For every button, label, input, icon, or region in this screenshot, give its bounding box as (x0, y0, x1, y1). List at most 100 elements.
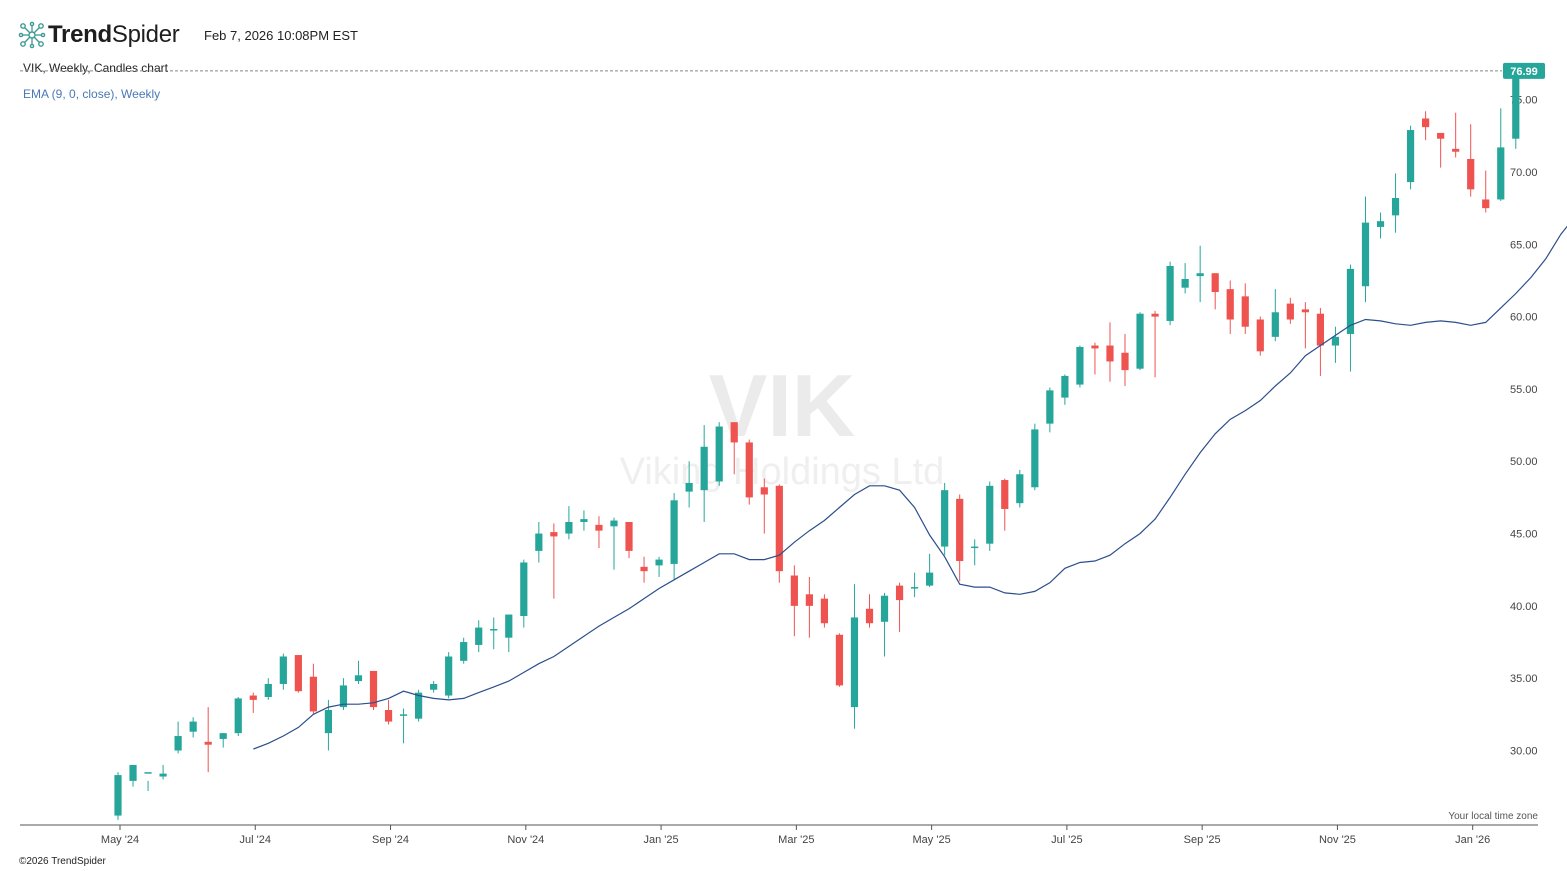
candle-body (204, 741, 212, 745)
candle (460, 637, 468, 664)
candle-body (865, 608, 874, 624)
last-price-value: 76.99 (1510, 66, 1538, 78)
candle-body (941, 490, 949, 547)
candle (760, 478, 768, 534)
candle (971, 539, 979, 566)
candle-body (1512, 70, 1520, 139)
y-tick-label: 50.00 (1510, 456, 1538, 468)
candle (1091, 342, 1099, 375)
x-tick-label: Nov '24 (507, 834, 544, 846)
candle (1391, 173, 1400, 233)
y-tick-label: 45.00 (1510, 529, 1538, 541)
candle (505, 614, 513, 653)
candle-body (1241, 296, 1249, 327)
x-tick-label: Jan '25 (644, 834, 679, 846)
candle-body (1091, 345, 1099, 349)
candle (1196, 245, 1204, 303)
candle (715, 422, 723, 486)
symbol-watermark: VIK Viking Holdings Ltd (620, 356, 945, 493)
candle-body (1181, 279, 1189, 288)
candle-body (1046, 390, 1054, 424)
candle (850, 584, 859, 729)
candle (324, 699, 333, 751)
x-tick-label: May '24 (101, 834, 139, 846)
candle (430, 681, 438, 693)
candle-body (1422, 118, 1430, 128)
y-tick-label: 35.00 (1510, 673, 1538, 685)
candle-body (956, 498, 964, 562)
candle-body (700, 446, 708, 491)
candle (941, 482, 949, 556)
candle-body (1391, 198, 1400, 216)
candle-body (324, 710, 333, 734)
candle-body (1437, 132, 1445, 139)
candle (1001, 478, 1009, 531)
candle-body (1121, 352, 1129, 371)
candle-body (309, 676, 317, 712)
candle (610, 517, 618, 570)
candle-body (640, 566, 648, 572)
candle (1151, 310, 1159, 378)
candle-body (580, 519, 588, 522)
x-tick-label: Jul '25 (1051, 834, 1082, 846)
candle (1166, 261, 1174, 326)
candle-body (249, 695, 257, 700)
candle-body (1001, 480, 1009, 509)
candle-body (1271, 312, 1279, 337)
candle (1512, 69, 1520, 149)
candle (189, 717, 197, 738)
trendspider-logo: TrendSpider (18, 20, 180, 50)
y-tick-label: 70.00 (1510, 167, 1538, 179)
candle (129, 764, 137, 787)
candle-body (790, 575, 798, 606)
candle-body (159, 773, 167, 777)
candle (1482, 170, 1490, 213)
candle-body (219, 733, 227, 739)
candle-body (730, 422, 738, 443)
candle (595, 516, 603, 549)
candle (730, 422, 738, 475)
candle-body (1151, 313, 1159, 317)
candle-body (445, 656, 453, 696)
candle (1211, 273, 1219, 310)
candle (580, 510, 588, 531)
spider-network-icon (18, 21, 46, 49)
y-tick-label: 65.00 (1510, 239, 1538, 251)
candle (790, 565, 798, 637)
candle-body (174, 736, 182, 751)
candle (835, 633, 844, 687)
candle-body (505, 614, 513, 638)
candle (1256, 316, 1264, 356)
y-tick-label: 60.00 (1510, 312, 1538, 324)
candle (535, 521, 543, 563)
candle (1136, 312, 1144, 371)
y-axis: 30.00 35.00 40.00 45.00 50.00 55.00 60.00 65.00… (1510, 95, 1538, 758)
candle-body (144, 772, 152, 774)
candle (550, 523, 558, 599)
candle-body (670, 500, 678, 564)
candle (565, 506, 573, 540)
candle (1046, 387, 1054, 433)
candle (264, 678, 272, 700)
ema-indicator-label[interactable]: EMA (9, 0, close), Weekly (23, 87, 161, 101)
candle (369, 670, 378, 711)
candle (1331, 326, 1340, 363)
local-time-zone-label[interactable]: Your local time zone (1448, 811, 1538, 822)
candle (805, 576, 813, 638)
candle-body (1452, 148, 1460, 152)
candle-body (1061, 375, 1069, 398)
candle (1376, 212, 1385, 239)
candle (1121, 333, 1129, 387)
x-tick-label: Sep '24 (372, 834, 409, 846)
candle-body (1346, 268, 1355, 334)
candle (685, 461, 693, 508)
candle-body (655, 559, 663, 566)
x-tick-label: Sep '25 (1184, 834, 1221, 846)
chart-timestamp: Feb 7, 2026 10:08PM EST (204, 28, 358, 43)
candle (775, 484, 783, 583)
candle (745, 439, 753, 505)
candle-body (1196, 273, 1204, 277)
candle (1467, 124, 1475, 197)
candle-body (820, 598, 829, 624)
